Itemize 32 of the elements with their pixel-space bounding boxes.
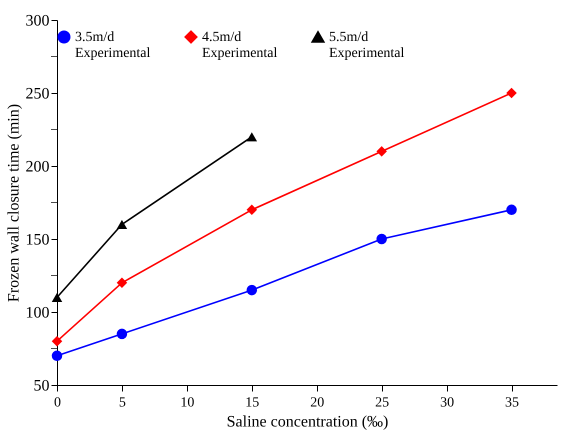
y-tick-label: 50 (34, 378, 50, 394)
point (506, 204, 517, 216)
point (116, 278, 128, 288)
y-tick-label: 300 (26, 12, 50, 30)
x-tick-label: 30 (440, 396, 454, 410)
x-tick-label: 25 (375, 396, 390, 410)
x-axis-title: Saline concentration (‰) (226, 414, 388, 430)
point (246, 284, 258, 296)
legend-label: 5.5m/d Experimental (329, 30, 405, 61)
y-tick-label: 100 (26, 304, 50, 322)
y-tick-label: 150 (26, 232, 50, 248)
point (506, 88, 517, 98)
point (246, 132, 258, 142)
point (52, 292, 62, 302)
x-tick-label: 0 (54, 396, 61, 410)
x-tick-label: 10 (180, 396, 194, 410)
point (116, 328, 128, 340)
legend-label: 4.5m/d Experimental (202, 30, 278, 61)
point (376, 146, 387, 157)
x-tick-label: 5 (118, 396, 126, 410)
y-axis-title: Frozen wall closure time (min) (6, 104, 22, 302)
legend-label: 3.5m/d Experimental (75, 30, 151, 61)
y-tick-label: 200 (26, 158, 50, 176)
point (116, 220, 128, 229)
point (246, 204, 258, 216)
x-tick-label: 20 (310, 396, 324, 410)
point (376, 234, 387, 244)
x-tick-label: 35 (505, 396, 520, 410)
x-tick-label: 15 (245, 396, 260, 410)
y-tick-label: 250 (26, 86, 50, 102)
point (52, 336, 62, 346)
point (52, 350, 62, 362)
